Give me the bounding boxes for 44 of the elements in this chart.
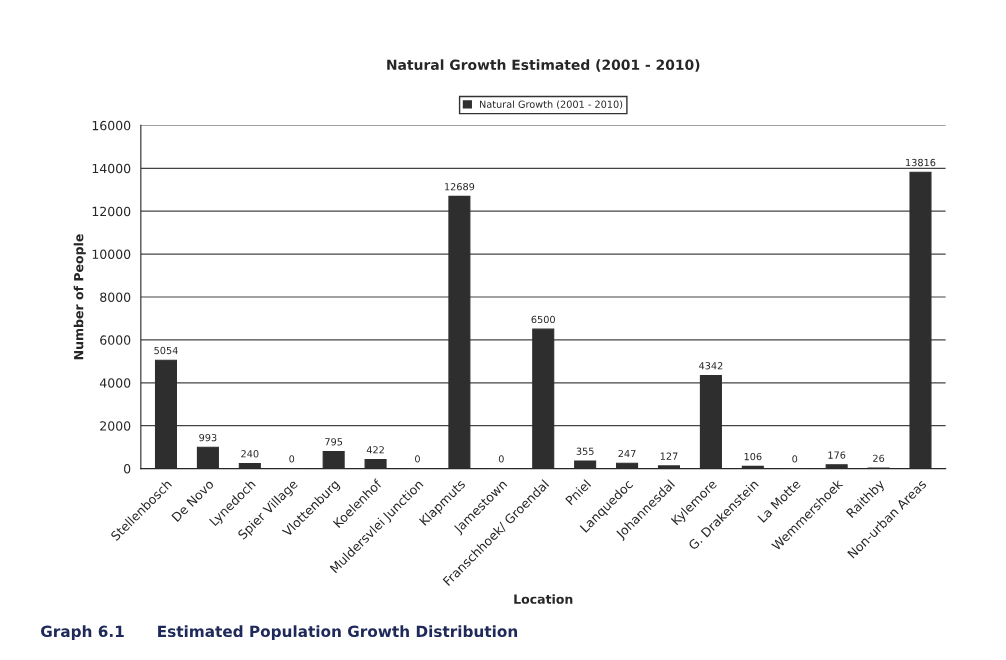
data-label: 0 [415,455,420,463]
data-label: 0 [498,455,504,463]
data-label: 26 [873,454,885,462]
chart-title: Natural Growth Estimated (2001 - 2010) [387,59,700,72]
data-label: 5054 [154,346,178,355]
y-tick-label: 0 [123,464,131,474]
y-axis-title: Number of People [73,234,86,360]
y-tick-label: 16000 [92,120,131,131]
data-label: 240 [241,450,259,458]
data-label: 993 [199,433,217,442]
legend-label: Natural Growth (2001 - 2010) [479,100,623,110]
data-label: 106 [744,452,762,461]
data-label: 13816 [906,158,936,167]
y-tick-label: 2000 [100,421,131,431]
y-tick-label: 12000 [92,206,131,217]
y-tick-label: 6000 [100,335,131,345]
y-tick-label: 10000 [92,249,131,260]
bar [448,195,471,469]
data-label: 127 [660,452,678,460]
y-tick-label: 4000 [99,378,131,388]
bar [196,446,219,469]
data-label: 795 [325,438,343,446]
bar [154,359,178,469]
x-axis-title: Location [514,594,573,604]
caption: Graph 6.1 Estimated Population Growth Distribution [41,625,518,641]
bar [574,460,597,469]
y-tick-label: 8000 [100,292,131,302]
data-label: 4342 [699,362,723,370]
data-label: 247 [618,449,636,458]
bar [657,465,681,469]
data-label: 355 [576,447,594,455]
data-label: 0 [289,455,295,463]
bar [364,458,387,469]
bar [532,328,555,469]
data-label: 6500 [531,315,555,324]
bar [322,450,345,469]
bar [699,374,722,469]
data-label: 422 [366,446,384,454]
data-label: 12689 [445,183,475,191]
bar [825,464,848,469]
bar [909,171,932,469]
data-label: 0 [792,455,798,463]
data-label: 176 [828,451,846,459]
y-tick-label: 14000 [92,163,131,174]
